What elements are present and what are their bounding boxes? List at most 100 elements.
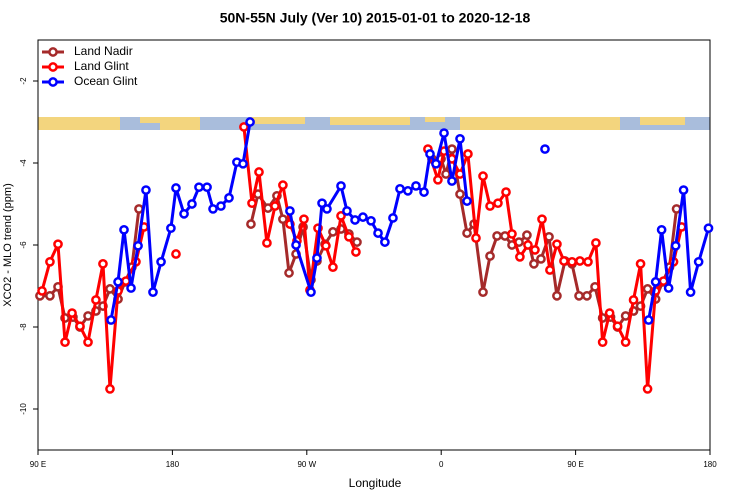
data-point [650,277,661,287]
data-point [187,199,197,209]
y-tick-label: -4 [19,159,28,167]
data-point [366,215,376,226]
data-point [171,183,181,193]
x-tick-label: 90 W [297,460,316,469]
data-point [493,198,503,209]
data-point [106,315,116,325]
data-point [685,287,696,297]
data-point [373,228,383,238]
data-point [485,251,495,261]
data-point [485,201,495,211]
data-point [567,256,577,267]
data-point [245,117,255,127]
data-point [239,122,249,132]
data-point [663,283,674,293]
data-point [350,215,360,225]
data-point [247,198,257,209]
data-point [515,252,525,262]
data-point [537,214,547,225]
data-point [522,230,532,241]
data-point [471,233,481,243]
data-point [285,206,295,216]
data-point [336,181,346,191]
data-point [45,290,55,301]
data-point [141,185,151,195]
data-point [670,240,681,251]
data-point [530,245,540,255]
data-point [291,240,301,250]
data-point [604,308,615,318]
data-point [351,247,361,257]
data-point [37,286,47,296]
x-tick-label: 180 [703,460,717,469]
data-point [501,187,511,197]
y-tick-label: -2 [19,77,28,85]
data-point [336,211,346,221]
data-point [582,290,592,301]
data-point [321,240,331,251]
data-point [425,149,435,159]
x-tick-label: 90 E [30,460,46,469]
data-point [67,308,77,318]
x-axis-label: Longitude [349,476,402,490]
data-point [306,287,316,297]
data-point [208,204,218,214]
data-point [352,237,362,247]
data-point [45,256,55,267]
data-point [119,224,129,235]
data-point [703,223,714,234]
legend-marker [48,77,58,87]
data-point [60,337,70,348]
data-point [540,144,550,154]
data-point [270,201,280,211]
data-point [575,256,585,266]
data-point [53,239,63,250]
data-point [254,167,264,177]
data-point [678,185,689,195]
data-point [238,158,248,169]
data-point [447,176,457,186]
data-point [478,287,488,297]
data-point [246,219,256,229]
data-point [75,321,85,332]
data-point [463,149,473,159]
data-point [262,238,272,248]
data-point [431,158,441,169]
data-point [148,287,158,297]
data-point [328,227,338,237]
legend-marker [48,62,58,72]
data-point [202,182,212,193]
data-point [447,144,457,154]
data-point [317,198,327,209]
legend-marker [48,47,58,57]
data-point [439,128,449,138]
data-point [643,315,654,325]
data-point [126,283,136,293]
data-point [113,277,123,287]
data-point [642,284,653,294]
data-point [328,262,338,272]
y-tick-label: -6 [19,241,28,249]
data-point [642,384,653,394]
data-point [529,259,539,269]
data-point [133,240,143,251]
data-point [312,253,322,263]
data-point [507,229,517,239]
x-tick-label: 90 E [567,460,583,469]
data-point [344,231,354,242]
data-point [342,206,352,216]
data-point [194,182,204,193]
data-point [171,249,181,259]
data-point [179,208,189,219]
data-point [278,214,288,225]
data-point [105,384,115,394]
data-point [395,183,405,194]
x-tick-label: 180 [166,460,180,469]
data-point [523,240,533,250]
data-point [462,228,472,238]
data-point [284,268,294,278]
data-point [98,259,108,269]
data-point [455,133,465,144]
legend-label: Ocean Glint [74,74,138,88]
x-tick-label: 0 [439,460,444,469]
